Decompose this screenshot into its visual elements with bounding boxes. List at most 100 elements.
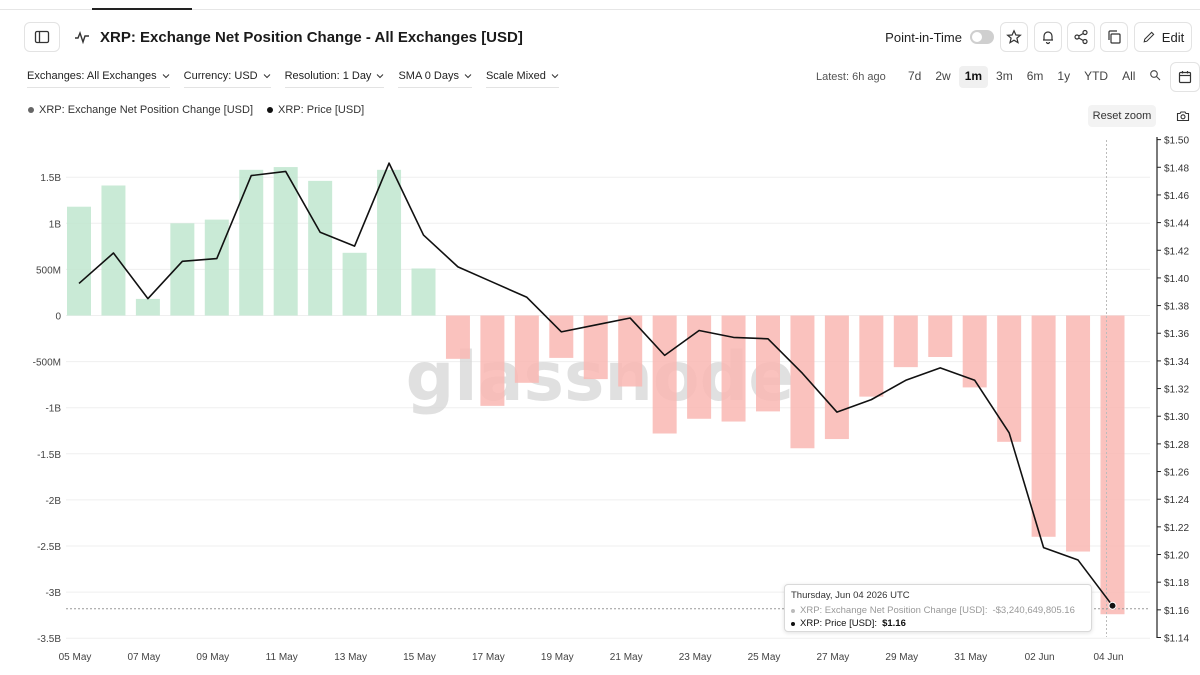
bar-22-may[interactable] [652,315,677,434]
bar-31-may[interactable] [962,315,987,388]
x-tick-label: 13 May [334,652,367,663]
copy-icon [1108,30,1121,44]
x-tick-label: 21 May [610,652,643,663]
exchanges-filter[interactable]: Exchanges: All Exchanges [27,68,170,88]
tooltip-netpos-dot [791,608,795,613]
tooltip-netpos-row: XRP: Exchange Net Position Change [USD]:… [791,605,1085,616]
exchanges-filter-label: Exchanges: All Exchanges [27,70,157,82]
page-title: XRP: Exchange Net Position Change - All … [100,28,523,46]
y-left-tick-label: -3B [45,588,61,599]
camera-icon [1176,111,1190,122]
legend-price-swatch [267,107,274,113]
x-tick-label: 31 May [954,652,987,663]
y-right-tick-label: $1.30 [1164,412,1189,423]
legend-price-label: XRP: Price [USD] [278,104,365,116]
currency-filter[interactable]: Currency: USD [183,68,271,88]
y-right-tick-label: $1.16 [1164,606,1189,617]
y-right-tick-label: $1.22 [1164,523,1189,534]
legend-price[interactable]: XRP: Price [USD] [267,104,364,116]
range-all[interactable]: All [1122,69,1136,83]
reset-zoom-button[interactable]: Reset zoom [1088,105,1156,127]
x-tick-label: 11 May [266,652,298,663]
x-tick-label: 05 May [59,652,92,663]
y-left-tick-label: 1.5B [40,173,61,184]
y-right-tick-label: $1.38 [1164,302,1189,313]
currency-filter-label: Currency: USD [183,70,258,82]
bar-04-jun[interactable] [1100,315,1125,615]
edit-button[interactable]: Edit [1134,22,1192,52]
legend-netpos[interactable]: XRP: Exchange Net Position Change [USD] [28,104,253,116]
date-picker-button[interactable] [1170,62,1200,92]
price-point-highlight [1108,601,1117,610]
bar-15-may[interactable] [411,268,436,316]
bar-06-may[interactable] [101,185,126,316]
duplicate-button[interactable] [1100,22,1128,52]
resolution-filter[interactable]: Resolution: 1 Day [284,68,385,88]
bar-24-may[interactable] [721,315,746,422]
share-button[interactable] [1067,22,1095,52]
bar-07-may[interactable] [135,298,160,316]
y-right-tick-label: $1.24 [1164,495,1189,506]
y-left-tick-label: 500M [36,265,61,276]
range-1m[interactable]: 1m [958,66,989,88]
pulse-icon [75,30,89,45]
x-tick-label: 17 May [472,652,505,663]
y-right-tick-label: $1.32 [1164,385,1189,396]
legend-netpos-swatch [28,107,34,113]
y-right-tick-label: $1.14 [1164,634,1189,645]
scale-filter[interactable]: Scale Mixed [485,68,559,88]
range-ytd[interactable]: YTD [1084,69,1109,83]
bar-30-may[interactable] [928,315,953,357]
range-1y[interactable]: 1y [1057,69,1071,83]
range-6m[interactable]: 6m [1026,69,1044,83]
bar-17-may[interactable] [480,315,505,406]
y-right-tick-label: $1.36 [1164,329,1189,340]
bar-14-may[interactable] [377,169,402,316]
chevron-down-icon [551,74,559,79]
bar-25-may[interactable] [756,315,780,412]
bar-12-may[interactable] [308,180,333,316]
bar-18-may[interactable] [514,315,539,383]
range-7d[interactable]: 7d [908,69,922,83]
y-right-tick-label: $1.26 [1164,468,1189,479]
y-right-tick-label: $1.46 [1164,191,1189,202]
point-in-time-toggle[interactable] [970,30,994,44]
bar-27-may[interactable] [824,315,849,440]
price-line[interactable] [78,162,1114,607]
bar-19-may[interactable] [549,315,574,358]
alert-button[interactable] [1034,22,1062,52]
bar-16-may[interactable] [445,315,470,359]
x-tick-label: 04 Jun [1093,652,1123,663]
bar-13-may[interactable] [342,252,367,316]
sma-filter[interactable]: SMA 0 Days [398,68,472,88]
chart-header: XRP: Exchange Net Position Change - All … [24,22,1192,54]
legend-netpos-label: XRP: Exchange Net Position Change [USD] [39,104,254,116]
y-left-tick-label: -1B [45,404,61,415]
bar-11-may[interactable] [273,167,298,316]
x-tick-label: 29 May [885,652,918,663]
y-left-tick-label: 1B [49,219,62,230]
bar-28-may[interactable] [859,315,884,397]
sidebar-icon [34,30,50,44]
bar-02-jun[interactable] [1031,315,1056,537]
point-in-time-control: Point-in-Time [885,22,994,52]
chevron-down-icon [464,74,472,79]
bar-05-may[interactable] [67,206,91,316]
range-2w[interactable]: 2w [935,69,951,83]
bar-29-may[interactable] [893,315,918,368]
range-3m[interactable]: 3m [996,69,1013,83]
custom-range-button[interactable] [1143,66,1167,88]
bar-09-may[interactable] [204,219,229,316]
bar-01-jun[interactable] [997,315,1022,442]
edit-label: Edit [1161,29,1185,45]
chevron-down-icon [263,74,270,79]
y-right-tick-label: $1.40 [1164,274,1189,285]
bar-03-jun[interactable] [1066,315,1091,552]
star-icon [1006,29,1022,44]
bar-10-may[interactable] [239,169,264,316]
screenshot-button[interactable] [1170,104,1196,128]
sidebar-toggle-button[interactable] [24,22,60,52]
chart-area[interactable]: 1.5B 1B 500M 0 -500M -1B -1.5B -2B -2.5B -3B -3.5B… [0,125,1200,675]
filter-bar: Exchanges: All Exchanges Currency: USD R… [27,68,559,88]
favorite-button[interactable] [1000,22,1028,52]
